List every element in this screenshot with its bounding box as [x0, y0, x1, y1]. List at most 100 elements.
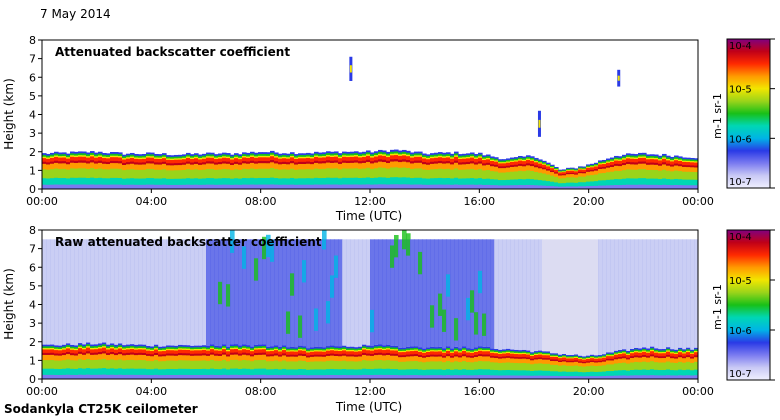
top-profile-cell	[570, 182, 575, 189]
bottom-noise-cell	[574, 239, 579, 355]
bottom-noise-streak	[390, 245, 395, 268]
bottom-heatmap-column	[502, 239, 507, 379]
top-profile-cell	[406, 184, 411, 189]
bottom-profile-cell	[434, 369, 439, 379]
top-profile-cell	[166, 184, 171, 189]
bottom-noise-cell	[162, 239, 167, 347]
bottom-profile-cell	[142, 368, 147, 379]
bottom-noise-streak	[394, 234, 399, 258]
top-profile-cell	[282, 184, 287, 189]
bottom-profile-cell	[158, 369, 163, 379]
top-profile-cell	[346, 177, 351, 189]
top-profile-cell	[46, 184, 51, 189]
top-heatmap-column	[594, 162, 599, 189]
bottom-heatmap-column	[282, 239, 287, 379]
bottom-profile-cell	[254, 374, 259, 379]
top-profile-cell	[410, 184, 415, 189]
top-profile-cell	[546, 185, 551, 189]
bottom-profile-cell	[394, 369, 399, 379]
top-profile-cell	[666, 185, 671, 189]
bottom-profile-cell	[334, 375, 339, 379]
top-heatmap-column	[110, 151, 115, 189]
top-heatmap-column	[686, 157, 691, 189]
bottom-heatmap-column	[686, 239, 691, 379]
bottom-profile-cell	[566, 371, 571, 379]
top-heatmap-column	[154, 153, 159, 189]
bottom-heatmap-column	[482, 239, 487, 379]
top-heatmap-column	[170, 155, 175, 189]
bottom-noise-streak	[478, 270, 483, 294]
bottom-profile-cell	[94, 368, 99, 379]
bottom-profile-cell	[674, 370, 679, 379]
bottom-heatmap-column	[226, 239, 231, 379]
top-heatmap-column	[690, 157, 695, 189]
top-heatmap-column	[98, 151, 103, 189]
top-profile-cell	[174, 178, 179, 189]
bottom-profile-cell	[314, 369, 319, 379]
bottom-noise-streak	[266, 234, 271, 258]
top-profile-cell	[270, 184, 275, 189]
top-x-axis-label: Time (UTC)	[335, 209, 402, 223]
top-heatmap-column	[290, 152, 295, 189]
top-profile-cell	[598, 180, 603, 189]
top-heatmap-column	[282, 153, 287, 189]
bottom-noise-cell	[54, 239, 59, 346]
top-profile-cell	[294, 178, 299, 189]
top-heatmap-column	[270, 150, 275, 189]
bottom-heatmap-column	[126, 239, 131, 379]
bottom-heatmap-column	[118, 239, 123, 379]
top-heatmap-column	[166, 155, 171, 189]
bottom-noise-streak	[322, 230, 327, 250]
top-profile-cell	[210, 184, 215, 189]
bottom-heatmap-column	[362, 239, 367, 379]
top-heatmap-column	[106, 153, 111, 189]
top-elevated-echo-core	[617, 75, 620, 81]
top-profile-cell	[190, 178, 195, 189]
bottom-profile-cell	[614, 375, 619, 379]
bottom-profile-cell	[150, 375, 155, 379]
bottom-noise-streak	[446, 274, 451, 297]
top-profile-cell	[574, 182, 579, 189]
top-profile-cell	[158, 178, 163, 189]
top-heatmap-column	[458, 154, 463, 189]
bottom-profile-cell	[314, 375, 319, 379]
bottom-heatmap-column	[578, 239, 583, 379]
bottom-heatmap-column	[538, 239, 543, 379]
top-profile-cell	[322, 177, 327, 189]
top-heatmap-column	[470, 152, 475, 189]
bottom-profile-cell	[454, 375, 459, 379]
bottom-noise-cell	[314, 239, 319, 347]
bottom-profile-cell	[318, 375, 323, 379]
bottom-noise-cell	[182, 239, 187, 346]
top-profile-cell	[54, 177, 59, 189]
bottom-profile-cell	[214, 375, 219, 379]
bottom-heatmap	[42, 230, 698, 379]
bottom-profile-cell	[262, 368, 267, 379]
top-profile-cell	[134, 178, 139, 189]
bottom-profile-cell	[678, 375, 683, 379]
bottom-heatmap-column	[90, 239, 95, 379]
bottom-profile-cell	[338, 375, 343, 379]
bottom-heatmap-column	[106, 239, 111, 379]
top-profile-cell	[446, 177, 451, 189]
bottom-heatmap-column	[542, 239, 547, 379]
bottom-heatmap-column	[570, 239, 575, 379]
bottom-profile-cell	[238, 374, 243, 379]
bottom-profile-cell	[654, 375, 659, 379]
bottom-noise-cell	[106, 239, 111, 345]
bottom-profile-cell	[282, 368, 287, 379]
top-heatmap-column	[450, 153, 455, 189]
top-heatmap-column	[142, 153, 147, 189]
bottom-heatmap-column	[690, 239, 695, 379]
top-heatmap-column	[422, 153, 427, 189]
bottom-heatmap-column	[230, 230, 235, 379]
bottom-profile-cell	[138, 368, 143, 379]
bottom-noise-cell	[410, 239, 415, 347]
bottom-heatmap-column	[86, 239, 91, 379]
top-profile-cell	[94, 178, 99, 189]
top-profile-cell	[550, 181, 555, 189]
bottom-noise-streak	[218, 281, 223, 305]
bottom-noise-cell	[678, 239, 683, 348]
top-heatmap-column	[306, 152, 311, 189]
bottom-heatmap-column	[314, 239, 319, 379]
